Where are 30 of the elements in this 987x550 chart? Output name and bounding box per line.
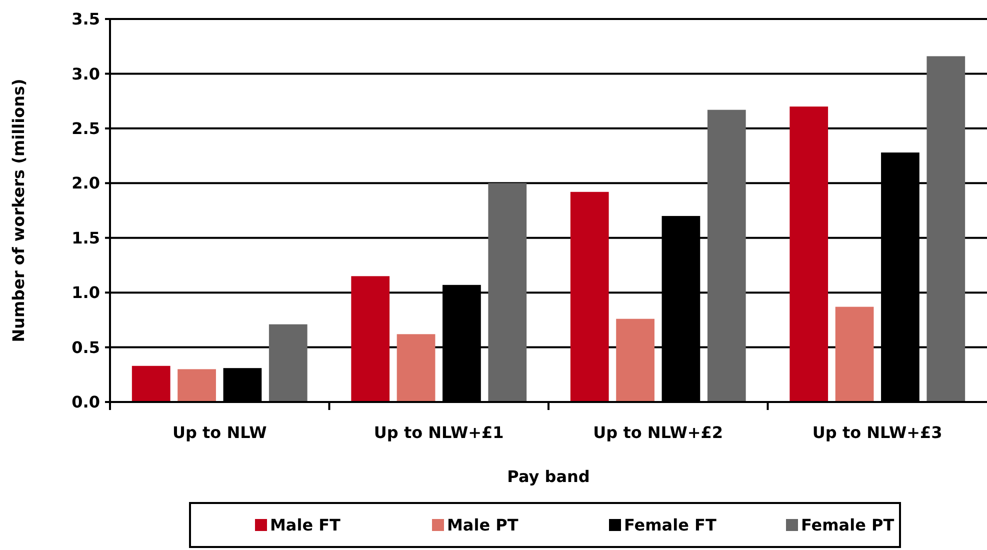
bar bbox=[132, 366, 170, 402]
legend-label: Female FT bbox=[624, 516, 716, 535]
bar bbox=[570, 192, 609, 402]
x-tick-label: Up to NLW+£2 bbox=[593, 423, 724, 442]
y-tick-label: 2.0 bbox=[72, 174, 100, 193]
bar bbox=[616, 318, 654, 402]
legend-label: Female PT bbox=[801, 516, 894, 535]
bar bbox=[790, 106, 828, 402]
bar bbox=[396, 334, 436, 402]
bar bbox=[707, 110, 746, 402]
y-tick-label: 1.5 bbox=[72, 228, 100, 248]
x-tick-label: Up to NLW+£1 bbox=[374, 423, 504, 442]
x-axis-title: Pay band bbox=[507, 467, 590, 486]
legend-label: Male PT bbox=[447, 516, 518, 535]
bar bbox=[351, 276, 390, 402]
bar bbox=[926, 56, 966, 402]
y-axis-title: Number of workers (millions) bbox=[9, 78, 28, 342]
y-tick-label: 0.5 bbox=[72, 338, 100, 357]
x-tick-label: Up to NLW+£3 bbox=[812, 423, 942, 442]
bar bbox=[488, 183, 527, 402]
bar bbox=[178, 369, 216, 402]
x-tick-label: Up to NLW bbox=[172, 423, 268, 442]
y-tick-label: 3.0 bbox=[72, 64, 100, 84]
bar bbox=[268, 324, 308, 402]
legend-label: Male FT bbox=[270, 516, 341, 535]
bar bbox=[835, 306, 874, 402]
y-tick-label: 3.5 bbox=[72, 10, 100, 29]
y-tick-label: 0.0 bbox=[72, 392, 100, 412]
y-tick-label: 2.5 bbox=[72, 119, 100, 138]
y-tick-label: 1.0 bbox=[72, 283, 100, 302]
